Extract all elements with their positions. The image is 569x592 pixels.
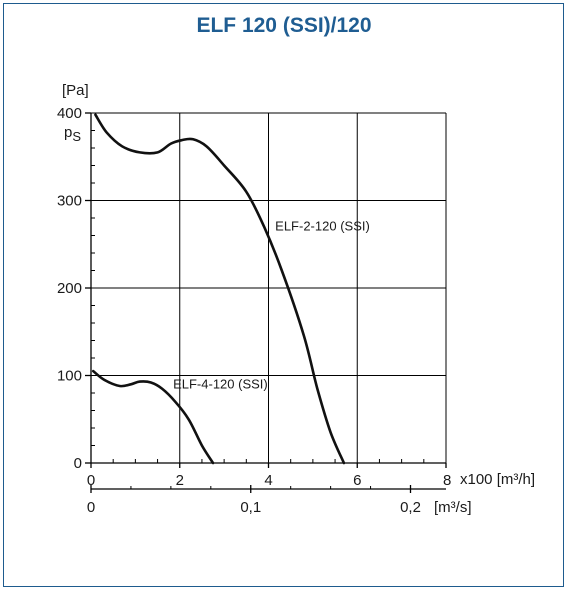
y-tick-label: 100 bbox=[57, 368, 82, 385]
y-axis-unit: [Pa] bbox=[62, 82, 89, 99]
tick-labels: 0 100 200 300 400 0 2 4 6 8 0 0,1 0,2 bbox=[57, 105, 451, 516]
y-tick-label: 200 bbox=[57, 280, 82, 297]
x-tick-label: 2 bbox=[176, 472, 184, 489]
chart-frame bbox=[3, 3, 564, 587]
series-label-1: ELF-4-120 (SSI) bbox=[173, 377, 268, 392]
plot-grid bbox=[85, 112, 447, 493]
x-tick-label: 0 bbox=[87, 472, 95, 489]
chart-title: ELF 120 (SSI)/120 bbox=[196, 14, 371, 37]
y-axis-symbol-p: p bbox=[64, 124, 72, 141]
y-axis-symbol-subscript: S bbox=[72, 129, 81, 144]
y-axis-symbol: pS bbox=[64, 124, 81, 144]
curves bbox=[91, 113, 346, 465]
x-axis-secondary-unit: [m³/s] bbox=[434, 499, 472, 516]
series-label-0: ELF-2-120 (SSI) bbox=[275, 218, 370, 233]
series-labels: ELF-2-120 (SSI) ELF-4-120 (SSI) bbox=[173, 218, 370, 391]
y-tick-label: 0 bbox=[74, 455, 82, 472]
x-tick-label: 8 bbox=[443, 472, 451, 489]
x-tick-label: 6 bbox=[353, 472, 361, 489]
x2-tick-label: 0,1 bbox=[240, 499, 261, 516]
x-axis-primary-unit: x100 [m³/h] bbox=[460, 471, 535, 488]
x2-tick-label: 0 bbox=[87, 499, 95, 516]
x2-tick-label: 0,2 bbox=[400, 499, 421, 516]
y-tick-label: 400 bbox=[57, 105, 82, 122]
x-tick-label: 4 bbox=[264, 472, 272, 489]
y-tick-label: 300 bbox=[57, 193, 82, 210]
series-line-1 bbox=[91, 369, 215, 465]
series-line-0 bbox=[94, 113, 346, 465]
